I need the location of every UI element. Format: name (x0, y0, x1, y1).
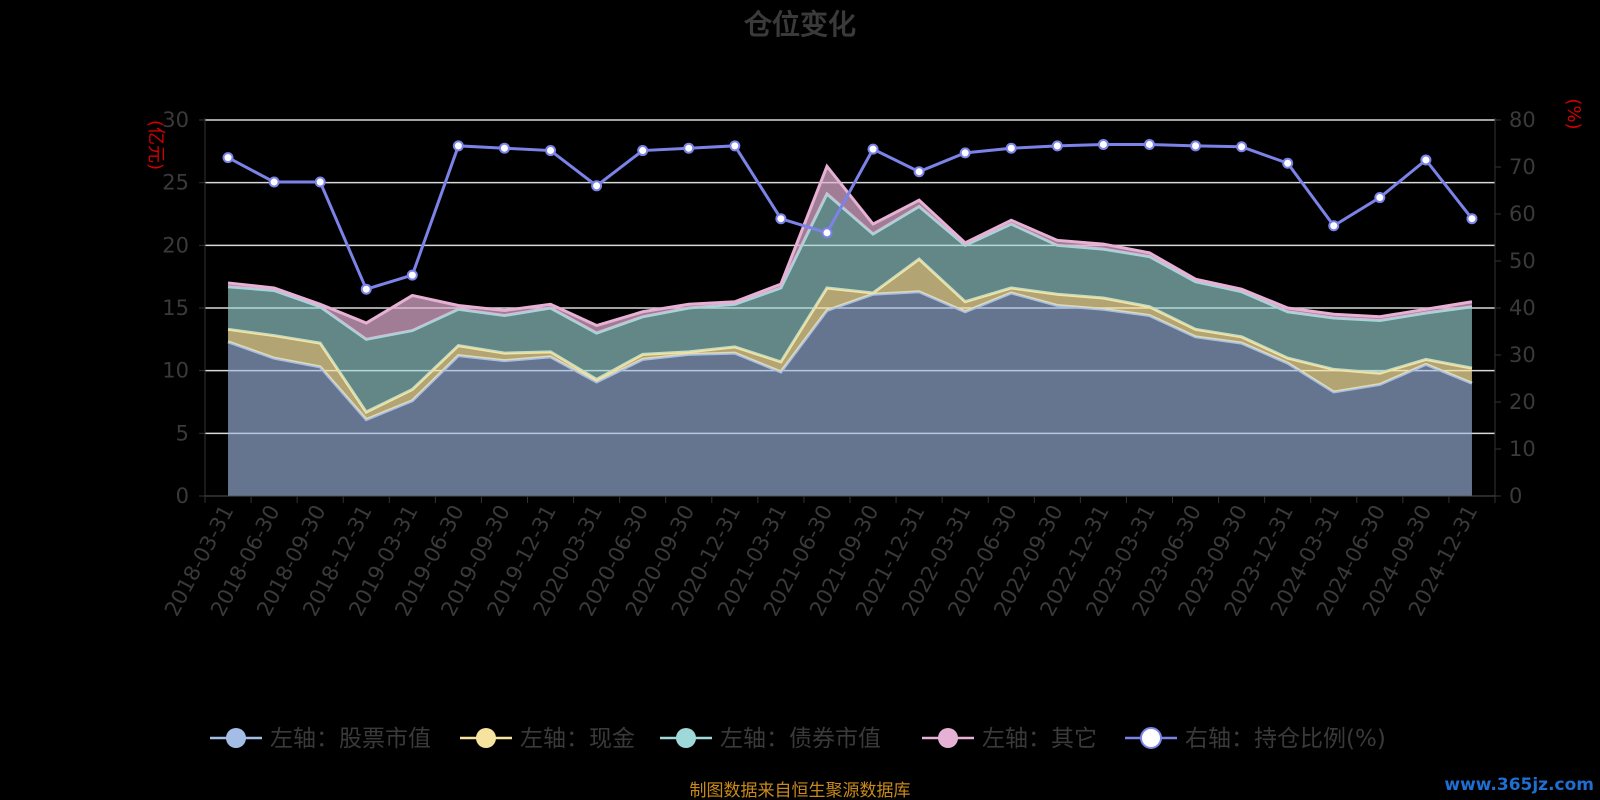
legend-marker (226, 728, 246, 748)
ratio-polyline (227, 142, 1474, 292)
ratio-point (1374, 192, 1386, 204)
legend-marker (676, 728, 696, 748)
ratio-point (1282, 157, 1294, 169)
stacked-areas (227, 163, 1473, 496)
watermark: www.365jz.com (1444, 775, 1594, 795)
ratio-point (314, 176, 326, 188)
ratio-point (683, 142, 695, 154)
legend-marker (1140, 727, 1162, 749)
right-tick-label: 20 (1509, 390, 1536, 414)
ratio-point (1097, 138, 1109, 150)
ratio-point (1466, 213, 1478, 225)
right-tick-label: 10 (1509, 437, 1536, 461)
ratio-point (591, 180, 603, 192)
ratio-point (545, 145, 557, 157)
ratio-point (1051, 140, 1063, 152)
right-tick-label: 30 (1509, 343, 1536, 367)
area-4 (228, 166, 1472, 340)
left-axis-unit: (亿元) (145, 120, 166, 170)
left-tick-label: 15 (162, 296, 189, 320)
area-3 (228, 193, 1472, 413)
left-tick-label: 25 (162, 171, 189, 195)
legend: 左轴：股票市值 左轴：现金 左轴：债券市值 左轴：其它 右轴：持仓比例(%) (210, 726, 1386, 752)
left-tick-label: 0 (176, 484, 189, 508)
left-tick-label: 5 (176, 421, 189, 445)
left-tick-label: 30 (162, 108, 189, 132)
legend-label: 左轴：其它 (982, 726, 1097, 752)
ratio-point (913, 166, 925, 178)
ratio-point (360, 283, 372, 295)
ratio-point (821, 227, 833, 239)
right-tick-label: 40 (1509, 296, 1536, 320)
right-tick-label: 80 (1509, 108, 1536, 132)
legend-label: 左轴：债券市值 (720, 726, 881, 752)
area-1 (228, 291, 1472, 496)
ratio-point (406, 269, 418, 281)
legend-label: 左轴：现金 (520, 726, 635, 752)
ratio-point (637, 145, 649, 157)
ratio-point (1005, 142, 1017, 154)
right-tick-label: 60 (1509, 202, 1536, 226)
right-tick-label: 50 (1509, 249, 1536, 273)
chart-title: 仓位变化 (744, 8, 856, 41)
ratio-point (498, 142, 510, 154)
ratio-point (1236, 141, 1248, 153)
left-tick-label: 10 (162, 359, 189, 383)
ratio-point (268, 176, 280, 188)
ratio-point (867, 143, 879, 155)
legend-label: 左轴：股票市值 (270, 726, 431, 752)
ratio-point (222, 152, 234, 164)
ratio-point (959, 147, 971, 159)
ratio-point (775, 213, 787, 225)
ratio-point (1143, 138, 1155, 150)
ratio-point (1190, 140, 1202, 152)
legend-label: 右轴：持仓比例(%) (1185, 726, 1386, 752)
right-axis-unit: (%) (1563, 98, 1584, 129)
left-tick-label: 20 (162, 233, 189, 257)
ratio-line (222, 138, 1478, 295)
ratio-point (452, 140, 464, 152)
right-tick-label: 0 (1509, 484, 1522, 508)
source-note: 制图数据来自恒生聚源数据库 (690, 781, 911, 800)
legend-marker (938, 728, 958, 748)
ratio-point (729, 140, 741, 152)
area-line-4 (227, 163, 1473, 328)
ratio-point (1420, 154, 1432, 166)
legend-marker (476, 728, 496, 748)
ratio-point (1328, 220, 1340, 232)
right-tick-label: 70 (1509, 155, 1536, 179)
